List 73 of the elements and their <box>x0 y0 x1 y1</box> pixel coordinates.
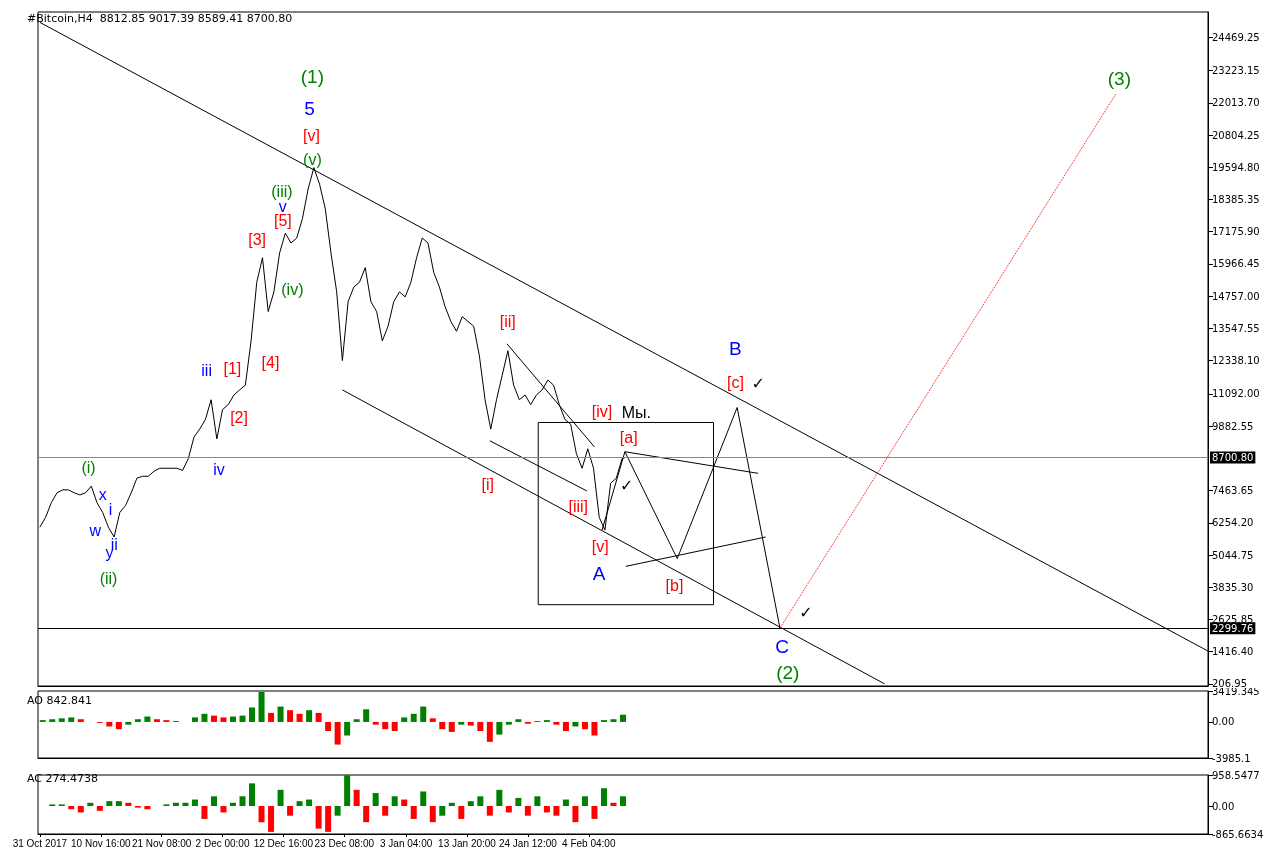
y-tick-label: 9882.55 <box>1212 420 1254 432</box>
y-tick-label: 15966.45 <box>1212 258 1260 270</box>
annotation: [5] <box>273 212 292 230</box>
annotation: ✓ <box>620 476 634 494</box>
x-tick-label: 13 Jan 20:00 <box>438 837 497 849</box>
annotation: [i] <box>481 475 494 493</box>
x-tick-label: 24 Jan 12:00 <box>498 837 558 849</box>
annotation: ✓ <box>799 604 813 622</box>
ref-line-label: 2299.76 <box>1212 622 1254 634</box>
y-tick-label: 19594.80 <box>1212 161 1260 173</box>
y-tick-label: 7463.65 <box>1212 485 1254 497</box>
y-tick-label: 23223.15 <box>1212 65 1260 77</box>
annotation: (iii) <box>271 182 293 200</box>
x-tick-label: 4 Feb 04:00 <box>562 837 616 849</box>
y-tick-label: 5044.75 <box>1212 549 1254 561</box>
x-tick-label: 2 Dec 00:00 <box>195 837 250 849</box>
annotation: iv <box>213 461 225 478</box>
annotation: C <box>775 636 789 658</box>
x-tick-label: 3 Jan 04:00 <box>379 837 433 849</box>
y-tick-label: 0.00 <box>1212 800 1235 812</box>
annotation: w <box>88 521 102 539</box>
annotation: [3] <box>248 230 267 248</box>
annotation: A <box>592 562 606 584</box>
annotation: B <box>729 337 742 359</box>
y-tick-label: 20804.25 <box>1212 129 1260 141</box>
annotation: (ii) <box>99 569 118 587</box>
y-tick-label: 11092.00 <box>1212 388 1260 400</box>
y-tick-label: 17175.90 <box>1212 226 1260 238</box>
annotation: iii <box>201 362 212 380</box>
y-tick-label: -3985.1 <box>1212 752 1251 764</box>
x-tick-label: 31 Oct 2017 <box>12 837 68 849</box>
y-tick-label: 22013.70 <box>1212 97 1260 109</box>
x-tick-label: 12 Dec 16:00 <box>253 837 314 849</box>
y-tick-label: 958.5477 <box>1212 769 1260 781</box>
chart-title: AO 842.841 <box>27 694 92 707</box>
x-tick-label: 23 Dec 08:00 <box>314 837 375 849</box>
y-tick-label: 6254.20 <box>1212 517 1254 529</box>
y-tick-label: -865.6634 <box>1212 828 1264 840</box>
annotation: (iv) <box>281 280 304 298</box>
x-tick-label: 21 Nov 08:00 <box>131 837 192 849</box>
annotation: 5 <box>304 98 315 120</box>
y-tick-label: 0.00 <box>1212 716 1235 728</box>
y-tick-label: 13547.55 <box>1212 322 1260 334</box>
annotation: ✓ <box>751 374 765 392</box>
annotation: x <box>98 486 107 504</box>
y-tick-label: 24469.25 <box>1212 31 1260 43</box>
annotation: [v] <box>591 538 609 556</box>
annotation: (1) <box>300 66 325 88</box>
annotation: [iii] <box>568 498 588 516</box>
x-tick-label: 10 Nov 16:00 <box>71 837 131 849</box>
y-tick-label: 1416.40 <box>1212 646 1254 658</box>
annotation: i <box>108 501 113 519</box>
annotation: (2) <box>776 661 800 683</box>
annotation: (v) <box>303 151 322 169</box>
annotation: [iv] <box>591 403 613 421</box>
annotation: [ii] <box>499 313 516 331</box>
y-tick-label: 18385.35 <box>1212 193 1260 205</box>
chart-title: AC 274.4738 <box>27 772 98 785</box>
annotation: (i) <box>81 459 96 477</box>
annotation: Мы. <box>621 404 651 422</box>
annotation: [v] <box>303 126 320 144</box>
annotation: [a] <box>619 428 638 446</box>
annotation: [2] <box>230 409 248 427</box>
y-tick-label: 12338.10 <box>1212 355 1260 367</box>
annotation: [c] <box>726 373 744 391</box>
annotation: (3) <box>1107 68 1132 90</box>
ref-line-label: 8700.80 <box>1212 452 1254 464</box>
y-tick-label: 3835.30 <box>1212 581 1254 593</box>
chart-title: #Bitcoin,H4 8812.85 9017.39 8589.41 8700.80 <box>27 12 293 25</box>
annotation: [b] <box>665 576 684 594</box>
y-tick-label: 14757.00 <box>1212 290 1260 302</box>
annotation: [4] <box>261 354 280 372</box>
annotation: [1] <box>223 360 242 378</box>
